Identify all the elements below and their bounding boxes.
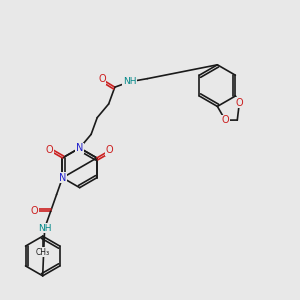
Text: N: N <box>76 143 83 153</box>
Text: O: O <box>98 74 106 84</box>
Text: O: O <box>106 146 113 155</box>
Text: O: O <box>46 146 53 155</box>
Text: NH: NH <box>123 77 136 86</box>
Text: O: O <box>221 115 229 125</box>
Text: O: O <box>236 98 243 108</box>
Text: CH₃: CH₃ <box>36 248 50 256</box>
Text: N: N <box>59 173 66 183</box>
Text: NH: NH <box>38 224 51 233</box>
Text: O: O <box>31 206 39 216</box>
